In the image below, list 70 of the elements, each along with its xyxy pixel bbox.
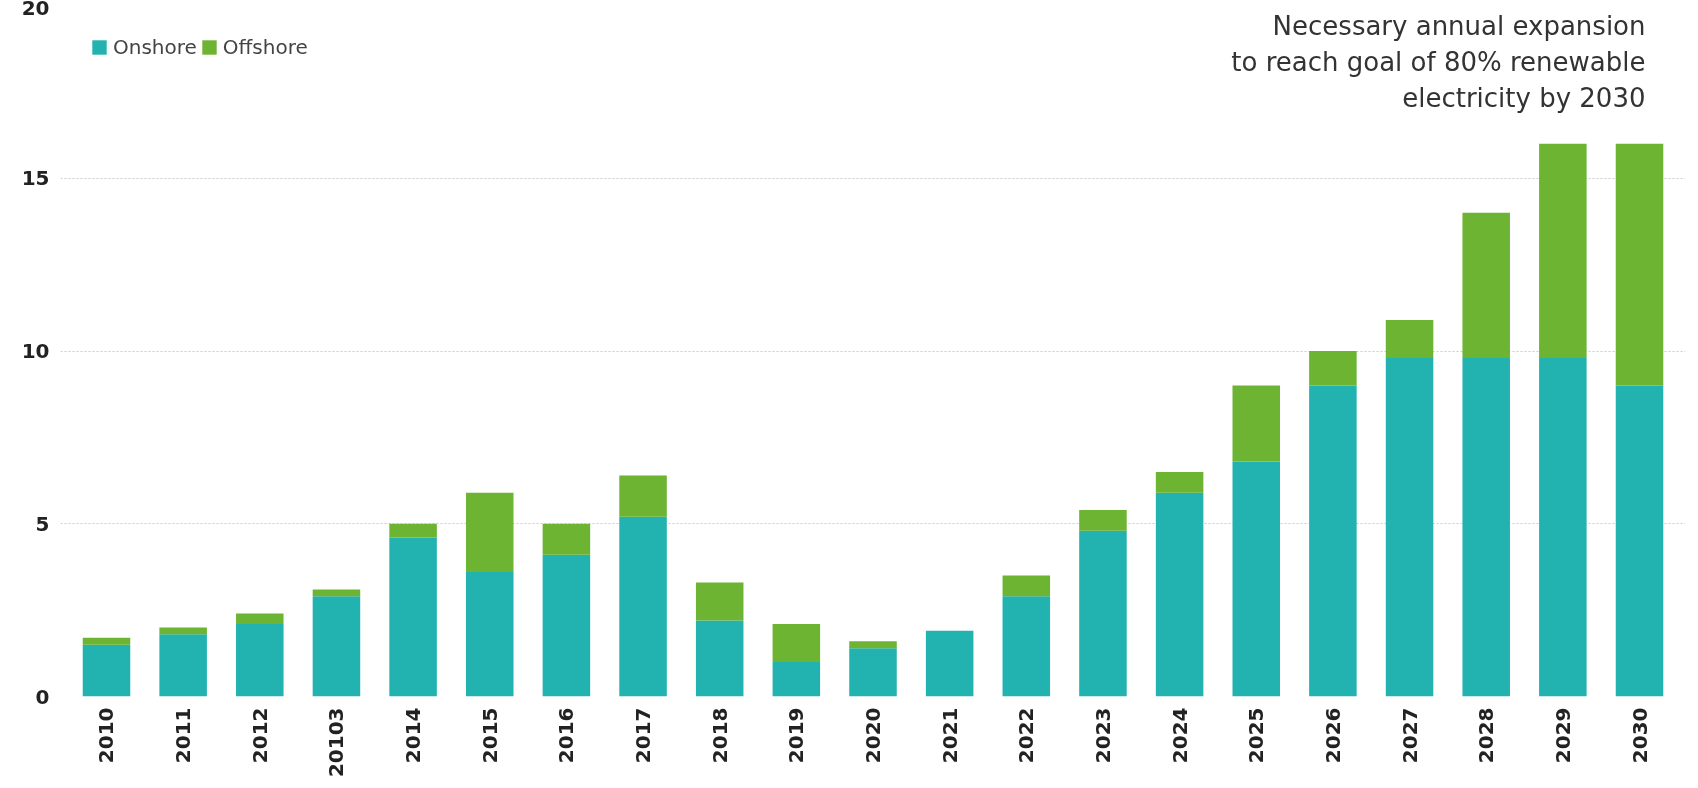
bar — [1232, 461, 1281, 697]
x-tick-label: 2020 — [861, 707, 885, 764]
bar — [1462, 212, 1510, 358]
bar — [1615, 143, 1664, 386]
bar — [1539, 143, 1587, 358]
bar — [772, 661, 821, 697]
bar — [1155, 492, 1204, 697]
x-tick-label: 2014 — [401, 707, 426, 764]
y-tick-label: 10 — [21, 339, 50, 363]
y-tick-label: 20 — [21, 0, 50, 20]
bar — [312, 589, 361, 597]
annotation: Necessary annual expansion to reach goal of 80% renewable electricity by 2030 — [1231, 10, 1646, 113]
x-tick-label: 20103 — [324, 707, 349, 778]
bar — [236, 613, 284, 624]
x-tick-label: 2018 — [707, 707, 732, 764]
x-tick-label: 2027 — [1397, 707, 1422, 764]
x-tick-label: 2012 — [247, 707, 272, 764]
bar — [619, 475, 667, 517]
x-tick-label: 2024 — [1167, 707, 1192, 764]
bar — [82, 644, 131, 697]
x-tick-label: 2011 — [171, 707, 196, 764]
bar — [542, 523, 591, 555]
bar — [695, 582, 744, 621]
bar — [312, 596, 361, 697]
legend-label: Offshore — [222, 35, 308, 59]
x-tick-label: 2026 — [1320, 707, 1345, 764]
x-tick-label: 2021 — [937, 707, 962, 764]
bar — [1385, 357, 1434, 697]
x-tick-label: 2010 — [94, 707, 119, 764]
bar — [1155, 471, 1204, 493]
bar — [1385, 319, 1434, 358]
y-tick-label: 0 — [35, 684, 50, 709]
x-tick-label: 2023 — [1090, 707, 1115, 764]
bar — [389, 537, 437, 697]
x-tick-label: 2028 — [1474, 707, 1499, 764]
legend-label: Onshore — [113, 35, 197, 59]
x-tick-label: 2019 — [784, 707, 809, 764]
x-tick-label: 2016 — [554, 707, 579, 764]
bar — [465, 572, 514, 697]
bar — [1232, 385, 1281, 462]
bar — [1539, 357, 1587, 697]
bar — [619, 516, 667, 697]
bar — [1079, 509, 1127, 531]
bar — [465, 492, 514, 573]
x-tick-label: 2025 — [1244, 707, 1269, 764]
bar — [1615, 385, 1664, 697]
bar — [849, 641, 897, 649]
bar — [1309, 385, 1357, 697]
bar — [159, 627, 207, 635]
bar — [542, 554, 591, 697]
bar — [772, 623, 821, 662]
x-tick-label: 2029 — [1550, 707, 1575, 764]
bar — [695, 620, 744, 697]
bar — [1309, 351, 1357, 386]
bar — [849, 648, 897, 697]
bar — [159, 634, 207, 697]
bar — [236, 623, 284, 697]
bar — [1462, 357, 1510, 697]
x-tick-label: 2030 — [1627, 707, 1652, 764]
x-tick-label: 2022 — [1014, 707, 1039, 764]
bar — [82, 637, 131, 645]
x-tick-label: 2017 — [631, 707, 656, 764]
bar — [1002, 575, 1051, 597]
y-tick-label: 15 — [21, 166, 50, 191]
bar — [389, 523, 437, 538]
bar — [925, 630, 974, 697]
bar — [1079, 530, 1127, 697]
bar — [1002, 596, 1051, 697]
y-tick-label: 5 — [35, 511, 50, 536]
x-tick-label: 2015 — [477, 707, 502, 764]
